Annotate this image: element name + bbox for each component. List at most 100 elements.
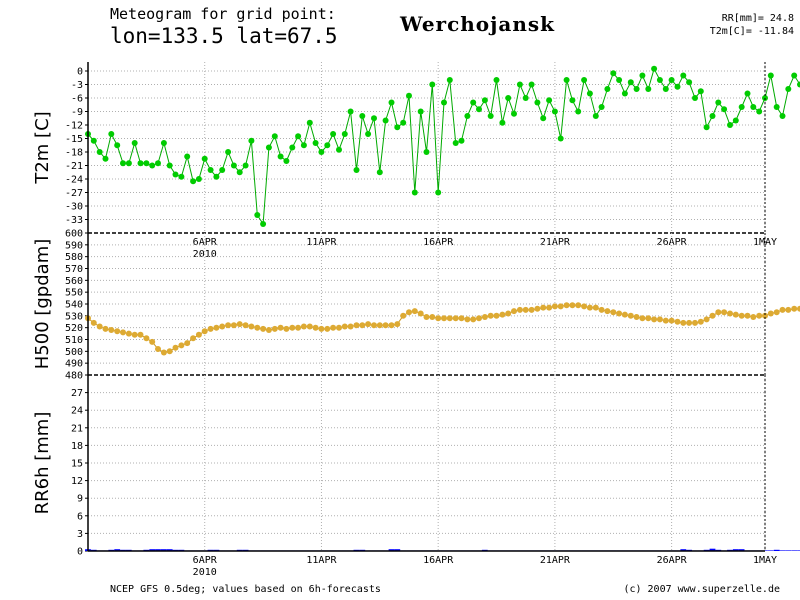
meteogram-title: Meteogram for grid point:: [110, 5, 336, 23]
rr-ytick-label: 24: [71, 406, 83, 417]
t2m-data-point: [744, 90, 751, 97]
t2m-data-point: [505, 95, 512, 101]
h500-data-point: [476, 315, 482, 322]
t2m-data-point: [406, 92, 412, 99]
t2m-mean-readout: T2m[C]= -11.84: [709, 26, 794, 37]
t2m-ytick-label: -6: [71, 94, 83, 105]
h500-data-point: [400, 312, 407, 319]
t2m-data-point: [464, 113, 471, 119]
rr-bar: [767, 550, 774, 551]
h500-data-point: [756, 312, 763, 319]
h500-series-line: [87, 304, 800, 354]
rr-xtick-label: 16APR: [423, 555, 454, 566]
h500-data-point: [627, 312, 634, 319]
h500-ytick-label: 500: [65, 347, 83, 358]
rr-bar: [732, 549, 739, 551]
h500-data-point: [260, 325, 267, 332]
h500-data-point: [371, 322, 377, 329]
h500-data-point: [336, 324, 342, 331]
t2m-data-point: [686, 79, 693, 86]
t2m-data-point: [680, 72, 687, 79]
t2m-data-point: [668, 77, 675, 83]
t2m-data-point: [458, 137, 465, 144]
h500-data-point: [586, 304, 593, 311]
h500-data-point: [230, 322, 237, 329]
rr-bar: [161, 549, 167, 551]
t2m-ytick-label: 0: [77, 67, 83, 78]
t2m-data-point: [575, 108, 582, 115]
t2m-data-point: [277, 153, 284, 160]
t2m-data-point: [230, 162, 237, 169]
h500-ytick-label: 480: [65, 371, 83, 382]
h500-data-point: [470, 316, 477, 323]
h500-data-point: [604, 308, 611, 315]
t2m-data-point: [452, 140, 459, 146]
h500-data-point: [353, 322, 360, 329]
t2m-data-point: [90, 137, 97, 144]
t2m-data-point: [248, 137, 255, 144]
t2m-data-point: [481, 97, 488, 104]
rr-ytick-label: 3: [77, 529, 83, 540]
h500-data-point: [289, 324, 296, 331]
h500-data-point: [125, 330, 132, 337]
t2m-data-point: [435, 189, 442, 196]
t2m-data-point: [131, 140, 138, 146]
t2m-data-point: [633, 86, 640, 92]
h500-data-point: [283, 325, 290, 332]
h500-data-point: [131, 331, 138, 338]
t2m-data-point: [382, 117, 389, 124]
h500-data-point: [435, 315, 442, 322]
rr-bar: [114, 549, 121, 551]
t2m-data-point: [563, 77, 570, 83]
rr-bar: [738, 549, 745, 551]
t2m-data-point: [260, 221, 267, 227]
h500-data-point: [621, 311, 628, 318]
rr-ytick-label: 12: [71, 476, 83, 487]
t2m-data-point: [557, 135, 564, 142]
rr-xtick-label: 26APR: [657, 555, 688, 566]
t2m-ytick-label: -18: [65, 148, 83, 159]
h500-data-point: [563, 302, 570, 309]
h500-data-point: [160, 349, 167, 356]
t2m-data-point: [184, 153, 191, 160]
t2m-data-point: [300, 142, 307, 149]
rr-bar: [797, 550, 800, 551]
h500-data-point: [516, 306, 523, 313]
h500-data-point: [528, 306, 535, 313]
h500-data-point: [610, 309, 617, 316]
h500-data-point: [376, 322, 383, 329]
h500-ytick-label: 550: [65, 288, 83, 299]
t2m-data-point: [353, 167, 360, 173]
h500-ytick-label: 530: [65, 311, 83, 322]
h500-data-point: [505, 310, 512, 317]
rr-ytick-label: 0: [77, 547, 83, 558]
t2m-data-point: [289, 144, 296, 151]
h500-data-point: [721, 309, 728, 316]
t2m-data-point: [400, 119, 407, 126]
t2m-data-point: [166, 162, 173, 169]
h500-data-point: [120, 329, 126, 336]
rr-bar: [773, 549, 780, 551]
t2m-data-point: [295, 133, 302, 140]
rr-year-label: 2010: [193, 567, 217, 578]
h500-data-point: [546, 304, 553, 311]
h500-data-point: [662, 317, 669, 324]
h500-data-point: [732, 311, 739, 318]
h500-ytick-label: 520: [65, 323, 83, 334]
t2m-ytick-label: -21: [65, 161, 83, 172]
h500-data-point: [417, 310, 424, 317]
t2m-data-point: [674, 83, 681, 90]
h500-ytick-label: 560: [65, 276, 83, 287]
h500-data-point: [143, 335, 150, 342]
t2m-data-point: [271, 133, 278, 140]
h500-data-point: [452, 315, 459, 322]
h500-data-point: [324, 325, 331, 332]
t2m-ytick-label: -30: [65, 202, 83, 213]
h500-data-point: [697, 318, 704, 325]
t2m-data-point: [219, 167, 226, 173]
t2m-data-point: [336, 146, 342, 153]
h500-data-point: [511, 308, 517, 315]
rr-xtick-label: 1MAY: [753, 555, 777, 566]
t2m-data-point: [225, 149, 232, 155]
h500-data-point: [178, 342, 185, 349]
